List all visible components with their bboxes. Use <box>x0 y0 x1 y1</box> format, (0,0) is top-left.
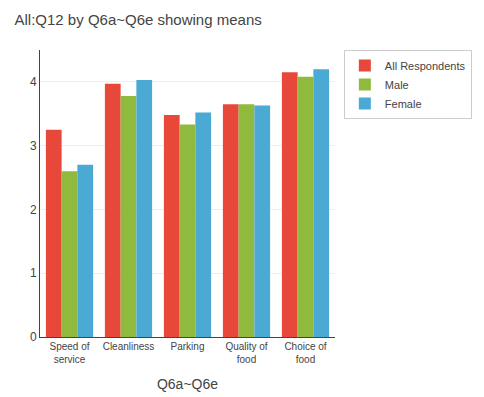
svg-text:2: 2 <box>30 203 37 217</box>
svg-text:Quality offood: Quality offood <box>225 341 267 365</box>
svg-text:All:Q12 by Q6a~Q6e showing mea: All:Q12 by Q6a~Q6e showing means <box>15 11 262 28</box>
svg-text:Cleanliness: Cleanliness <box>103 341 155 352</box>
svg-text:Q6a~Q6e: Q6a~Q6e <box>157 376 218 392</box>
svg-text:1: 1 <box>30 266 37 280</box>
svg-text:Parking: Parking <box>171 341 205 352</box>
svg-text:All Respondents: All Respondents <box>385 60 466 72</box>
svg-text:0: 0 <box>30 330 37 344</box>
svg-text:Choice offood: Choice offood <box>284 341 326 365</box>
svg-text:Male: Male <box>385 79 409 91</box>
svg-text:4: 4 <box>30 75 37 89</box>
svg-text:Female: Female <box>385 98 422 110</box>
svg-text:3: 3 <box>30 139 37 153</box>
svg-text:Speed ofservice: Speed ofservice <box>49 341 89 365</box>
